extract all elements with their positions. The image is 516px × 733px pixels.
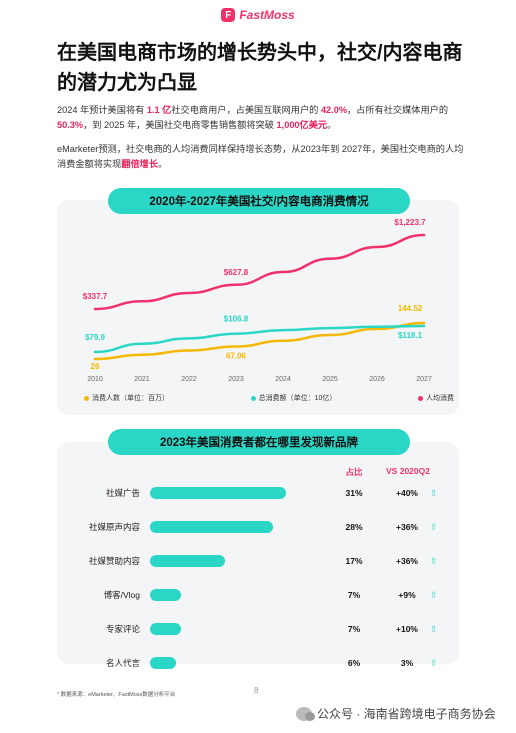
share-value: 6% [347, 658, 361, 668]
legend-label: 消费人数（单位：百万） [92, 395, 169, 402]
ranking-row: 社媒广告 31% +40% ⇧ [0, 485, 516, 501]
intro-paragraph-1: 2024 年预计美国将有 1.1 亿社交电商用户，占美国互联网用户的 42.0%… [57, 103, 472, 133]
intro-text: 。 [327, 120, 337, 130]
x-tick-label: 2010 [87, 376, 103, 383]
channel-label: 社媒广告 [105, 488, 140, 498]
data-source-note: * 数据来源：eMarketer、FastMoss数据分析平台 [57, 692, 176, 698]
brand-name: FastMoss [239, 8, 295, 22]
page-number: 8 [254, 686, 259, 695]
footer-text: 公众号 · 海南省跨境电子商务协会 [317, 707, 496, 721]
legend-item: 消费人数（单位：百万） [84, 393, 169, 403]
ranking-row: 专家评论 7% +10% ⇧ [0, 621, 516, 637]
x-tick-label: 2025 [322, 376, 338, 383]
share-bar [150, 487, 286, 499]
x-tick-label: 2026 [369, 376, 385, 383]
legend-label: 人均消费 [425, 395, 454, 402]
wechat-footer: 公众号 · 海南省跨境电子商务协会 [296, 705, 496, 722]
vs-change-value: 3% [400, 658, 414, 668]
brand-logo: F FastMoss [0, 8, 516, 22]
data-label: $337.7 [83, 292, 108, 301]
vs-change-value: +10% [396, 624, 418, 634]
highlight-text: 1.1 亿 [146, 105, 172, 115]
legend-item: 人均消费 [417, 393, 454, 403]
page-title: 在美国电商市场的增长势头中，社交/内容电商的潜力尤为凸显 [57, 42, 463, 94]
share-value: 31% [345, 488, 363, 498]
ranking-row: 博客/Vlog 7% +9% ⇧ [0, 587, 516, 603]
data-label: 67.06 [226, 352, 247, 361]
chart-card [57, 200, 459, 415]
intro-paragraph-2: eMarketer预测，社交电商的人均消费同样保持增长态势，从2023年到 20… [57, 142, 472, 172]
intro-text: 社交电商用户，占美国互联网用户的 [171, 105, 321, 115]
intro-text: ，到 2025 年，美国社交电商零售销售额将突破 [83, 120, 277, 130]
share-bar [150, 657, 176, 669]
vs-column-header: VS 2020Q2 [386, 466, 430, 476]
share-value: 28% [345, 522, 363, 532]
arrow-up-icon: ⇧ [430, 556, 438, 566]
legend-dot-icon [417, 395, 423, 401]
x-tick-label: 2022 [181, 376, 197, 383]
x-tick-label: 2023 [228, 376, 244, 383]
vs-change-value: +36% [396, 522, 418, 532]
legend-dot-icon [250, 395, 256, 401]
data-label: 26 [91, 362, 100, 371]
data-label: $1,223.7 [394, 218, 426, 227]
share-bar [150, 521, 273, 533]
arrow-up-icon: ⇧ [430, 488, 438, 498]
legend-dot-icon [84, 395, 89, 401]
share-column-header: 占比 [345, 467, 363, 477]
ranking-row: 社媒原声内容 28% +36% ⇧ [0, 519, 516, 535]
chart-legend: 消费人数（单位：百万） 总消费额（单位：10亿） 人均消费 [84, 393, 454, 403]
vs-change-value: +36% [396, 556, 418, 566]
highlight-text: 42.0% [320, 105, 347, 115]
intro-text: 。 [158, 159, 168, 169]
arrow-up-icon: ⇧ [430, 590, 438, 600]
x-tick-label: 2021 [134, 376, 150, 383]
channel-label: 专家评论 [105, 624, 140, 634]
series-line-1 [93, 324, 426, 354]
data-label: $106.8 [224, 315, 249, 324]
vs-change-value: +9% [398, 590, 416, 600]
consumption-line-chart: 26 67.06 144.52 $79.9 $106.8 $118.1 $337.7 $627… [83, 218, 432, 383]
channel-label: 社媒赞助内容 [88, 556, 140, 566]
legend-item: 总消费额（单位：10亿） [250, 393, 337, 403]
intro-text: ，占所有社交媒体用户的 [347, 105, 449, 115]
ranking-card [57, 442, 459, 664]
series-line-2 [93, 233, 426, 311]
fastmoss-logo-icon: F [221, 8, 236, 22]
section-2-title: 2023年美国消费者都在哪里发现新品牌 [108, 429, 410, 455]
intro-text: eMarketer预测，社交电商的人均消费同样保持增长态势，从2023年到 20… [57, 144, 464, 169]
channel-label: 名人代言 [105, 658, 140, 668]
x-tick-label: 2027 [416, 376, 432, 383]
channel-label: 博客/Vlog [103, 590, 140, 600]
share-value: 17% [345, 556, 363, 566]
share-bar [150, 589, 181, 601]
data-label: $627.8 [224, 268, 249, 277]
highlight-text: 50.3% [57, 120, 84, 130]
ranking-row: 名人代言 6% 3% ⇧ [0, 655, 516, 671]
series-line-0 [93, 321, 426, 361]
share-value: 7% [347, 624, 361, 634]
x-tick-label: 2024 [275, 376, 291, 383]
vs-change-value: +40% [396, 488, 418, 498]
data-label: $118.1 [398, 331, 423, 340]
ranking-row: 社媒赞助内容 17% +36% ⇧ [0, 553, 516, 569]
highlight-text: 翻倍增长 [121, 159, 159, 169]
legend-label: 总消费额（单位：10亿） [258, 395, 337, 402]
section-1-title: 2020年-2027年美国社交/内容电商消费情况 [108, 188, 410, 214]
channel-label: 社媒原声内容 [88, 522, 140, 532]
intro-text: 2024 年预计美国将有 [57, 105, 147, 115]
data-label: 144.52 [398, 304, 423, 313]
share-bar [150, 623, 181, 635]
wechat-icon [296, 706, 315, 721]
arrow-up-icon: ⇧ [430, 624, 438, 634]
highlight-text: 1,000亿美元 [276, 120, 328, 130]
share-value: 7% [347, 590, 361, 600]
share-bar [150, 555, 225, 567]
arrow-up-icon: ⇧ [430, 658, 438, 668]
arrow-up-icon: ⇧ [430, 522, 438, 532]
data-label: $79.9 [85, 333, 106, 342]
